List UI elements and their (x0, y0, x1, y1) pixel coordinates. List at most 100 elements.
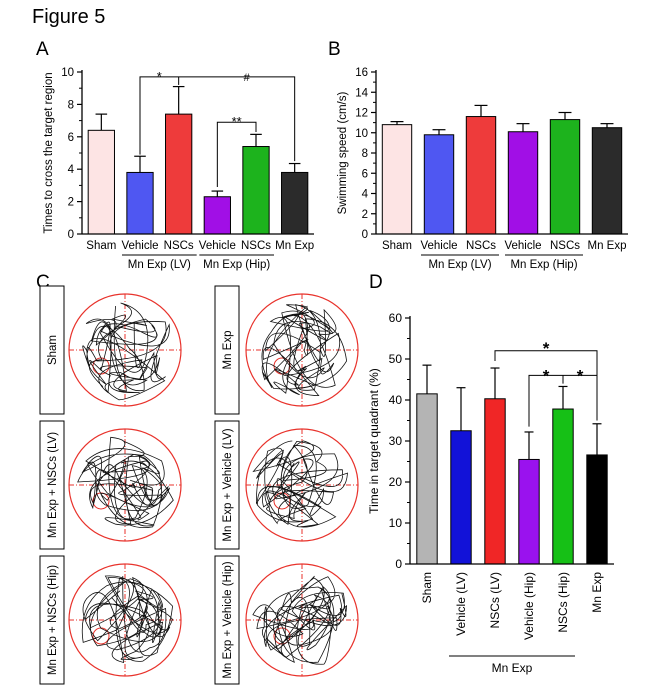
track-label-box-1 (214, 285, 240, 415)
x-tick-label-chartB: NSCs (466, 240, 496, 252)
group-label-b-hip: Mn Exp (Hip) (510, 259, 577, 271)
bar-chartA-0 (87, 129, 115, 235)
y-tick-label-chartA: 2 (68, 197, 74, 209)
track-label-box-3 (214, 420, 240, 550)
y-tick-label-chartB: 14 (355, 87, 368, 99)
x-tick-label-chartA: Sham (86, 240, 116, 252)
significance-star-a-2: ** (232, 114, 242, 129)
x-tick-label-chartA: NSCs (164, 240, 194, 252)
significance-star-d-2: * (543, 366, 550, 385)
y-tick-label-chartD: 30 (389, 434, 403, 448)
track-label-box-5 (214, 555, 240, 685)
track-label-box-2 (39, 420, 65, 550)
platform-circle-2 (92, 492, 110, 510)
y-axis-label-chartA: Times to cross the target region (43, 72, 55, 233)
significance-hash-a: # (244, 72, 251, 84)
track-label-4: Mn Exp + NSCs (Hip) (47, 565, 59, 675)
significance-bracket-a-outer (139, 76, 296, 162)
x-tick-label-chartA: Mn Exp (275, 240, 314, 252)
track-label-2: Mn Exp + NSCs (LV) (47, 432, 59, 538)
x-tick-label-chartA: NSCs (241, 240, 271, 252)
y-tick-label-chartB: 4 (362, 189, 369, 201)
track-label-1: Mn Exp (222, 331, 234, 370)
y-tick-label-chartB: 12 (355, 108, 368, 120)
y-tick-label-chartB: 16 (355, 67, 368, 79)
figure-title: Figure 5 (32, 6, 106, 28)
panel-label-A: A (36, 39, 49, 60)
bar-chartA-2 (165, 113, 193, 235)
bar-chartB-1 (423, 134, 455, 235)
x-tick-label-chartB: Mn Exp (588, 240, 627, 252)
x-tick-label-chartD: Mn Exp (590, 572, 604, 613)
y-tick-label-chartB: 2 (362, 209, 368, 221)
y-tick-label-chartB: 8 (362, 148, 368, 160)
panel-c-track-images: Sham Mn Exp Mn Exp + NSCs (LV) Mn Exp + Veh… (39, 285, 359, 685)
y-tick-label-chartD: 0 (395, 557, 402, 571)
track-label-box-0 (39, 285, 65, 415)
swim-path-1 (261, 304, 348, 397)
group-label-d: Mn Exp (492, 661, 533, 675)
y-tick-label-chartD: 60 (389, 311, 403, 325)
track-label-3: Mn Exp + Vehicle (LV) (222, 428, 234, 541)
track-label-box-4 (39, 555, 65, 685)
bar-chartA-3 (203, 196, 231, 235)
track-label-5: Mn Exp + Vehicle (Hip) (222, 561, 234, 678)
y-tick-label-chartD: 50 (389, 352, 403, 366)
y-tick-label-chartD: 20 (389, 475, 403, 489)
y-tick-label-chartB: 0 (362, 229, 368, 241)
swim-path-4 (81, 575, 174, 664)
swim-path-0 (82, 302, 170, 401)
x-tick-label-chartB: Vehicle (504, 240, 541, 252)
y-tick-label-chartB: 10 (355, 128, 368, 140)
x-tick-label-chartB: NSCs (550, 240, 580, 252)
y-tick-label-chartA: 4 (68, 164, 75, 176)
x-tick-label-chartD: NSCs (LV) (488, 572, 502, 628)
x-tick-label-chartD: Vehicle (Hip) (522, 572, 536, 640)
bar-chartA-5 (281, 171, 309, 235)
significance-star-a-1: * (157, 69, 162, 84)
bar-chartB-4 (549, 119, 581, 235)
y-tick-label-chartA: 6 (68, 132, 74, 144)
bar-chartD-3 (518, 458, 540, 565)
swim-path-5 (252, 575, 348, 665)
group-label-a-hip: Mn Exp (Hip) (203, 259, 270, 271)
chart-d: 0 10 20 30 40 50 60 Time in target quadrant (%)… (367, 311, 614, 675)
y-tick-label-chartA: 0 (68, 229, 74, 241)
panel-label-D: D (369, 272, 383, 293)
significance-bracket-a-inner (216, 121, 257, 188)
y-axis-label-chartB: Swimming speed (cm/s) (337, 91, 349, 214)
bar-chartA-1 (126, 171, 154, 235)
bar-chartD-1 (450, 430, 472, 565)
x-tick-label-chartA: Vehicle (199, 240, 236, 252)
y-tick-label-chartD: 40 (389, 393, 403, 407)
significance-star-d-1: * (543, 339, 550, 358)
track-label-0: Sham (47, 335, 59, 365)
x-tick-label-chartD: NSCs (Hip) (556, 572, 570, 633)
significance-star-d-3: * (577, 366, 584, 385)
group-label-a-lv: Mn Exp (LV) (128, 259, 191, 271)
panel-label-B: B (328, 39, 341, 60)
swim-path-2 (77, 436, 174, 529)
bar-chartD-5 (586, 454, 608, 565)
bar-chartA-4 (242, 146, 270, 235)
bar-chartB-3 (507, 131, 539, 235)
y-tick-label-chartA: 10 (61, 67, 74, 79)
y-tick-label-chartB: 6 (362, 168, 368, 180)
y-tick-label-chartD: 10 (389, 516, 403, 530)
bar-chartD-4 (552, 408, 574, 565)
chart-a: 0 2 4 6 8 10 Times to cross the target region S… (43, 67, 314, 271)
chart-b: 0 2 4 6 8 10 12 14 16 Swimming speed (cm/s) Sham Ve… (337, 67, 628, 271)
x-tick-label-chartD: Sham (420, 572, 434, 603)
x-tick-label-chartB: Vehicle (420, 240, 457, 252)
bar-chartB-0 (381, 124, 413, 235)
bar-chartD-2 (484, 398, 506, 565)
bar-chartB-5 (591, 127, 623, 235)
y-tick-label-chartA: 8 (68, 99, 74, 111)
x-tick-label-chartA: Vehicle (121, 240, 158, 252)
x-tick-label-chartB: Sham (382, 240, 412, 252)
x-tick-label-chartD: Vehicle (LV) (454, 572, 468, 636)
bar-chartD-0 (416, 393, 438, 565)
bar-chartB-2 (465, 116, 497, 235)
